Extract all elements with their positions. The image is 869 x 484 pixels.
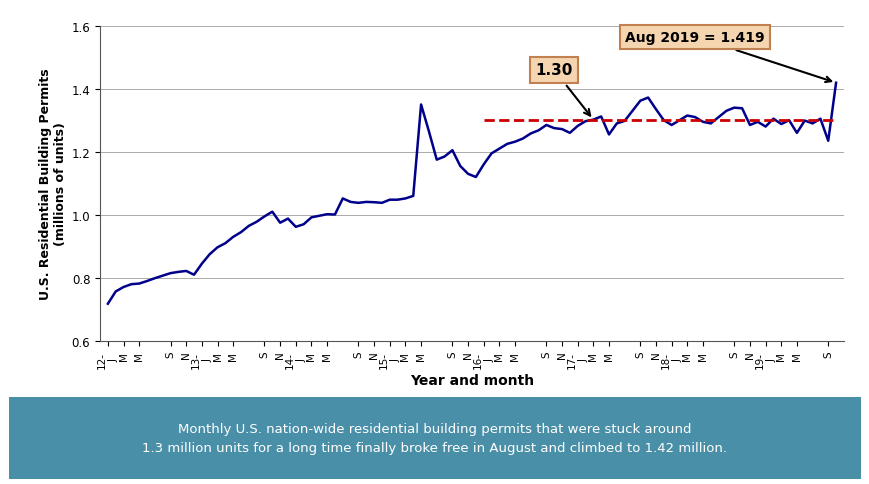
Text: Monthly U.S. nation-wide residential building permits that were stuck around
1.3: Monthly U.S. nation-wide residential bui…	[143, 422, 726, 454]
X-axis label: Year and month: Year and month	[409, 374, 534, 387]
Y-axis label: U.S. Residential Building Permits
(millions of units): U.S. Residential Building Permits (milli…	[39, 68, 67, 300]
Text: Aug 2019 = 1.419: Aug 2019 = 1.419	[625, 30, 830, 83]
Text: 1.30: 1.30	[535, 63, 589, 116]
